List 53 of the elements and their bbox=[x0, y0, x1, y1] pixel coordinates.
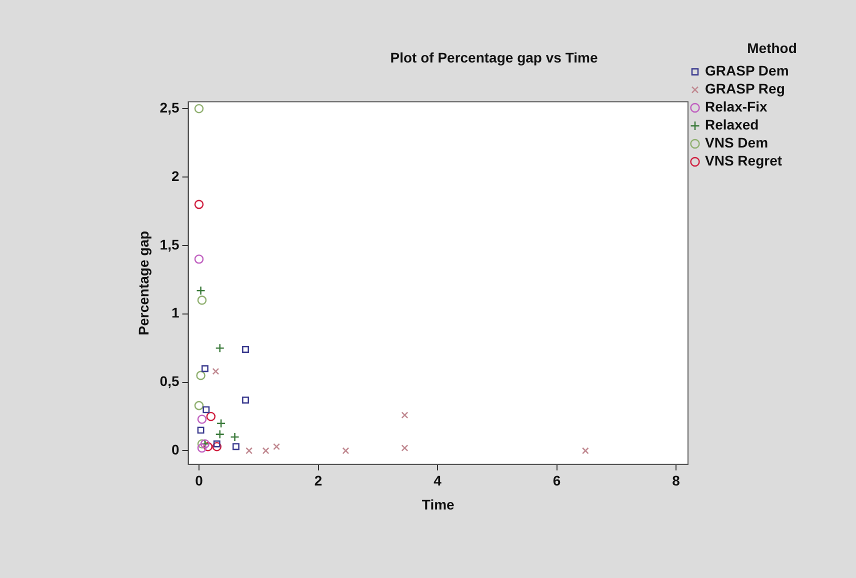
point bbox=[242, 346, 249, 353]
point bbox=[246, 447, 253, 454]
y-tick-label: 1 bbox=[171, 304, 180, 321]
point bbox=[273, 443, 280, 450]
legend-label: Relaxed bbox=[705, 116, 759, 133]
point bbox=[194, 200, 204, 210]
point bbox=[194, 254, 204, 264]
point bbox=[401, 412, 408, 419]
point bbox=[401, 444, 408, 452]
legend-label: GRASP Reg bbox=[705, 80, 785, 97]
y-tick-label: 1,5 bbox=[160, 236, 180, 252]
x-tick-label: 2 bbox=[314, 472, 322, 489]
x-tick-label: 0 bbox=[195, 472, 204, 489]
point bbox=[196, 370, 206, 380]
point bbox=[242, 396, 249, 404]
x-tick-label: 6 bbox=[552, 472, 561, 489]
point bbox=[197, 414, 207, 424]
point bbox=[194, 400, 204, 410]
point bbox=[582, 447, 589, 454]
point bbox=[232, 443, 240, 450]
point bbox=[215, 343, 225, 353]
legend-label: VNS Dem bbox=[705, 134, 768, 151]
point bbox=[230, 432, 240, 442]
chart-title: Plot of Percentage gap vs Time bbox=[390, 49, 598, 66]
point bbox=[197, 426, 204, 434]
y-tick-label: 2,5 bbox=[160, 100, 180, 116]
point bbox=[194, 104, 204, 114]
x-tick-label: 4 bbox=[434, 472, 442, 489]
point bbox=[342, 447, 350, 454]
point bbox=[197, 439, 207, 449]
x-axis-title: Time bbox=[422, 496, 455, 512]
point bbox=[212, 442, 222, 452]
point bbox=[215, 430, 225, 439]
point bbox=[197, 443, 207, 453]
point bbox=[203, 442, 213, 452]
legend-label: VNS Regret bbox=[705, 152, 782, 169]
point bbox=[196, 286, 206, 296]
point bbox=[201, 365, 208, 372]
point bbox=[213, 440, 220, 448]
legend-label: Relax-Fix bbox=[705, 98, 768, 115]
point bbox=[262, 447, 270, 454]
point bbox=[212, 368, 220, 375]
legend-title: Method bbox=[747, 40, 797, 56]
point bbox=[202, 406, 210, 414]
y-tick-label: 0,5 bbox=[160, 373, 180, 390]
point bbox=[206, 412, 216, 422]
legend-label: GRASP Dem bbox=[705, 62, 789, 79]
point bbox=[197, 296, 207, 305]
y-tick-label: 0 bbox=[171, 442, 180, 458]
y-tick-label: 2 bbox=[171, 168, 180, 184]
x-tick-label: 8 bbox=[672, 472, 680, 489]
y-axis-title: Percentage gap bbox=[135, 230, 152, 336]
point bbox=[216, 418, 226, 428]
